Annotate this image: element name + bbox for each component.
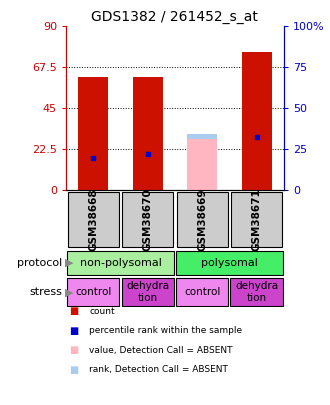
Bar: [187, 134, 217, 139]
Text: ■: ■: [69, 326, 79, 336]
Text: GSM38668: GSM38668: [88, 188, 98, 251]
Bar: [67, 251, 174, 275]
Text: control: control: [75, 287, 112, 297]
Text: dehydra
tion: dehydra tion: [126, 281, 169, 303]
Text: non-polysomal: non-polysomal: [80, 258, 161, 268]
Text: rank, Detection Call = ABSENT: rank, Detection Call = ABSENT: [89, 365, 228, 374]
Bar: [176, 278, 228, 306]
Text: GSM38669: GSM38669: [197, 188, 207, 251]
Bar: [133, 77, 163, 190]
Text: protocol: protocol: [17, 258, 63, 268]
Text: ■: ■: [69, 345, 79, 355]
Text: value, Detection Call = ABSENT: value, Detection Call = ABSENT: [89, 346, 233, 355]
Bar: [121, 278, 174, 306]
Text: percentile rank within the sample: percentile rank within the sample: [89, 326, 242, 335]
Bar: [176, 251, 283, 275]
Text: ■: ■: [69, 307, 79, 316]
Text: count: count: [89, 307, 115, 316]
Bar: [122, 192, 173, 247]
Text: GSM38670: GSM38670: [143, 188, 153, 251]
Text: GSM38671: GSM38671: [251, 188, 262, 251]
Title: GDS1382 / 261452_s_at: GDS1382 / 261452_s_at: [91, 10, 258, 24]
Text: control: control: [184, 287, 220, 297]
Bar: [177, 192, 228, 247]
Bar: [68, 192, 119, 247]
Text: dehydra
tion: dehydra tion: [235, 281, 278, 303]
Bar: [67, 278, 119, 306]
Bar: [242, 52, 272, 190]
Text: stress: stress: [30, 287, 63, 297]
Text: polysomal: polysomal: [201, 258, 258, 268]
Bar: [230, 278, 283, 306]
Text: ▶: ▶: [65, 287, 74, 297]
Bar: [231, 192, 282, 247]
Bar: [187, 139, 217, 190]
Bar: [78, 77, 108, 190]
Text: ■: ■: [69, 365, 79, 375]
Text: ▶: ▶: [65, 258, 74, 268]
